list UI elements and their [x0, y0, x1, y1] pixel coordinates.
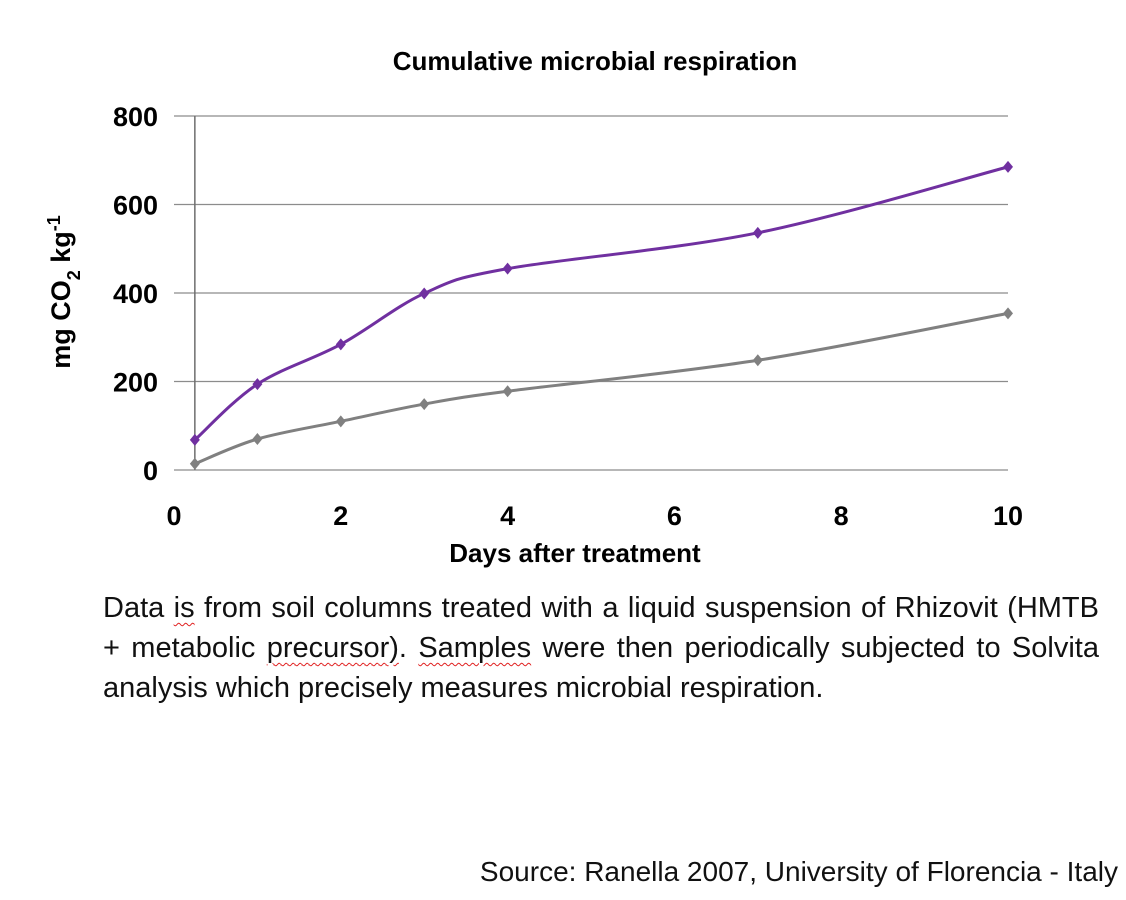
data-point-marker: [335, 415, 346, 428]
x-axis-label: Days after treatment: [449, 538, 701, 568]
spellcheck-flagged-word: is: [173, 592, 195, 624]
caption-text: from soil columns treated with a liquid …: [103, 592, 1099, 664]
y-tick-label: 800: [113, 102, 158, 132]
data-point-marker: [335, 338, 346, 351]
data-point-marker: [189, 457, 200, 470]
x-tick-label: 2: [333, 501, 348, 531]
data-point-marker: [502, 385, 513, 398]
line-chart: Cumulative microbial respiration 0 200 400…: [44, 46, 1023, 568]
data-point-marker: [419, 287, 430, 300]
y-axis-label: mg CO2 kg-1: [44, 215, 84, 369]
caption-text: Data: [103, 592, 174, 624]
data-point-marker: [752, 226, 763, 239]
source-note: Source: Ranella 2007, University of Flor…: [479, 856, 1118, 887]
data-point-marker: [1003, 160, 1013, 173]
y-tick-label: 200: [113, 368, 158, 398]
y-tick-label: 600: [113, 191, 158, 221]
y-tick-label: 0: [143, 456, 158, 486]
data-point-marker: [752, 354, 763, 367]
chart-title: Cumulative microbial respiration: [393, 46, 798, 76]
x-tick-label: 10: [993, 501, 1023, 531]
x-tick-label: 8: [834, 501, 849, 531]
series-line-0: [193, 165, 1009, 442]
data-point-marker: [189, 433, 200, 446]
caption-text: were then periodically subjected to Solv…: [103, 632, 1099, 704]
y-tick-label: 400: [113, 279, 158, 309]
data-point-marker: [502, 262, 513, 275]
data-point-marker: [419, 398, 430, 411]
caption: Data is from soil columns treated with a…: [103, 588, 1099, 708]
series-line-1: [194, 311, 1009, 466]
data-point-marker: [1003, 307, 1013, 320]
caption-text: .: [398, 632, 419, 664]
data-point-marker: [252, 378, 263, 391]
x-tick-label: 4: [500, 501, 515, 531]
data-point-marker: [252, 433, 263, 446]
spellcheck-flagged-word: precursor): [266, 632, 399, 664]
spellcheck-flagged-word: Samples: [418, 632, 532, 664]
x-tick-label: 6: [667, 501, 682, 531]
x-tick-label: 0: [166, 501, 181, 531]
